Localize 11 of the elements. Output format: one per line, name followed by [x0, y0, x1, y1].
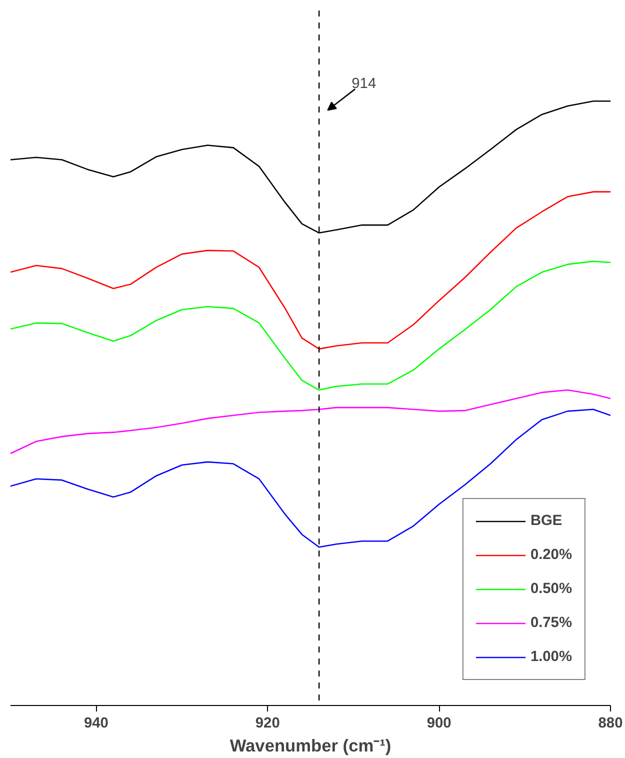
legend-label: 0.75% [530, 615, 572, 631]
legend-label: 0.20% [530, 547, 572, 563]
x-tick-label: 900 [426, 716, 452, 732]
x-tick-label: 940 [84, 716, 108, 732]
legend-label: BGE [530, 513, 562, 529]
legend-label: 0.50% [530, 581, 572, 597]
x-axis-title: Wavenumber (cm⁻¹) [230, 736, 392, 756]
ref-line-label: 914 [352, 76, 376, 92]
x-tick-label: 880 [598, 716, 623, 732]
legend-label: 1.00% [530, 649, 572, 665]
x-tick-label: 920 [255, 716, 280, 732]
